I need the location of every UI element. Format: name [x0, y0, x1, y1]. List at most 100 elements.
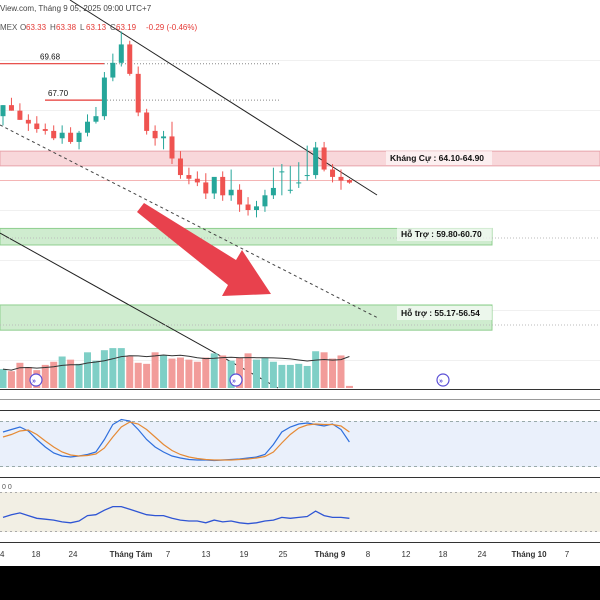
- volume-bar-41: [345, 385, 353, 388]
- stoch-d-line: [2, 421, 350, 461]
- replay-icons: » » »: [29, 373, 450, 387]
- candle-body-14: [118, 44, 124, 63]
- ohlc-value-L: 63.13: [86, 23, 107, 32]
- replay-icon-2: [436, 373, 450, 387]
- xtick-label-12: 24: [478, 550, 487, 559]
- bottom-bar: [0, 566, 600, 600]
- header-exchange: MEX: [0, 23, 18, 32]
- candle-body-12: [101, 77, 107, 117]
- candle-body-38: [321, 147, 327, 170]
- candle-body-4: [34, 123, 40, 130]
- xtick-label-7: 25: [279, 550, 288, 559]
- zone-label-bg-resistance: [386, 151, 492, 165]
- candle-body-33: [279, 171, 285, 173]
- xtick-label-8: Tháng 9: [315, 550, 346, 559]
- candle-body-6: [51, 130, 57, 139]
- ohlc-row: MEX O 63.33 H 63.38 L 63.13 C 63.19 -0.29 (-0.46…: [0, 23, 197, 32]
- candle-body-16: [135, 73, 141, 113]
- zone-label-bg-support-2: [397, 306, 492, 320]
- candle-body-41: [346, 180, 352, 183]
- volume-bar-8: [67, 359, 75, 388]
- candle-body-21: [177, 158, 183, 176]
- candle-body-31: [262, 195, 268, 207]
- xtick-label-4: 7: [166, 550, 171, 559]
- candle-body-26: [220, 176, 226, 196]
- stoch-k-line: [2, 418, 350, 462]
- volume-bar-2: [16, 362, 24, 388]
- candle-body-22: [186, 175, 192, 179]
- candle-body-9: [76, 132, 82, 142]
- volume-bars: [0, 348, 353, 388]
- replay-glyph-1: »: [232, 378, 236, 385]
- candle-body-17: [144, 112, 150, 131]
- candle-body-24: [203, 182, 209, 194]
- trendline-mid-dashed: [0, 124, 379, 319]
- candle-body-11: [93, 116, 99, 122]
- ohlc-key-O: O: [20, 23, 26, 32]
- xtick-label-13: Tháng 10: [511, 550, 547, 559]
- xtick-label-9: 8: [366, 550, 371, 559]
- xtick-label-14: 7: [565, 550, 570, 559]
- volume-bar-27: [227, 360, 235, 388]
- xtick-label-10: 12: [402, 550, 411, 559]
- arrow-shape: [137, 203, 271, 296]
- candle-body-34: [287, 189, 293, 191]
- rsi-scale-label: 0 0: [2, 484, 12, 491]
- candle-body-25: [211, 176, 217, 194]
- volume-bar-25: [210, 353, 218, 388]
- candle-body-13: [110, 62, 116, 78]
- volume-bar-40: [337, 355, 345, 388]
- level-label-0: 69.68: [40, 53, 61, 62]
- xtick-label-6: 19: [240, 550, 249, 559]
- candle-body-30: [254, 206, 259, 211]
- volume-bar-24: [202, 357, 210, 388]
- volume-bar-32: [269, 361, 277, 388]
- candle-body-40: [338, 176, 344, 181]
- volume-bar-30: [253, 359, 260, 388]
- volume-bar-5: [41, 364, 49, 388]
- volume-bar-33: [278, 364, 286, 388]
- volume-bar-35: [295, 363, 303, 388]
- xtick-label-11: 18: [439, 550, 448, 559]
- candle-body-32: [270, 187, 276, 196]
- ohlc-change: -0.29 (-0.46%): [146, 23, 197, 32]
- candle-body-0: [0, 105, 6, 117]
- zone-label-resistance: Kháng Cự : 64.10-64.90: [390, 153, 484, 163]
- volume-bar-28: [236, 357, 244, 388]
- candle-body-23: [194, 178, 200, 183]
- time-axis[interactable]: [0, 542, 600, 566]
- zone-label-support-1: Hỗ Trợ : 59.80-60.70: [401, 229, 482, 239]
- volume-bar-15: [126, 356, 134, 388]
- candle-body-37: [313, 147, 319, 176]
- volume-bar-22: [185, 359, 193, 388]
- volume-bar-16: [134, 362, 142, 388]
- ohlc-key-C: C: [110, 23, 116, 32]
- candle-body-1: [8, 105, 14, 111]
- volume-bar-7: [58, 356, 66, 388]
- volume-bar-26: [219, 355, 227, 388]
- ohlc-value-H: 63.38: [56, 23, 77, 32]
- candle-body-39: [330, 169, 336, 177]
- volume-bar-29: [244, 353, 252, 388]
- volume-ma-line: [2, 354, 350, 371]
- levels-layer: 69.68 67.70: [0, 53, 280, 101]
- rsi-line: [2, 505, 350, 525]
- candle-body-2: [17, 110, 23, 120]
- replay-icon-1: [229, 373, 243, 387]
- candle-body-10: [85, 121, 90, 133]
- volume-bar-3: [24, 367, 32, 388]
- replay-glyph-0: »: [32, 378, 36, 385]
- zone-resistance: [0, 150, 600, 167]
- candle-body-7: [59, 132, 65, 139]
- ohlc-key-H: H: [50, 23, 56, 32]
- xtick-label-1: 18: [32, 550, 41, 559]
- candle-body-18: [152, 130, 158, 139]
- volume-bar-18: [151, 352, 159, 388]
- candles-layer: [0, 31, 352, 218]
- price-panel[interactable]: [0, 0, 600, 390]
- level-label-1: 67.70: [48, 89, 69, 98]
- xtick-label-2: 24: [69, 550, 78, 559]
- volume-bar-34: [286, 364, 294, 388]
- time-axis-labels: 4 18 24 Tháng Tám 7 13 19 25 Tháng 9 8 12 18 24 Tháng…: [0, 550, 570, 559]
